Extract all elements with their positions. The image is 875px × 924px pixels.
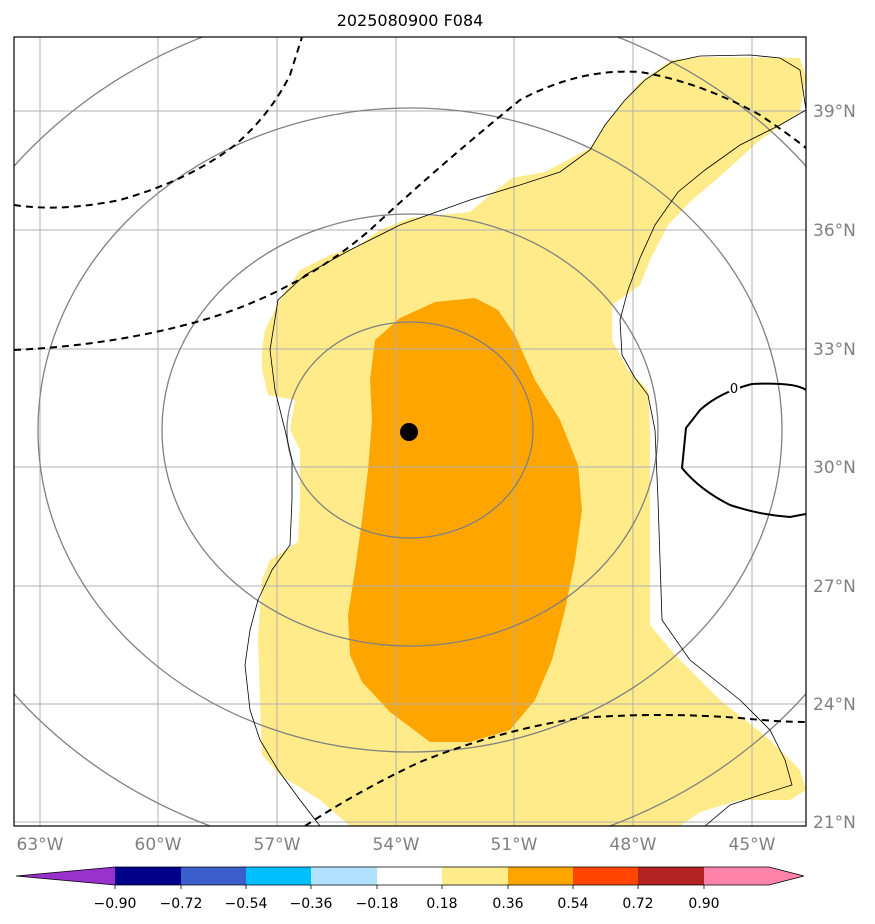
- thin-contour-line: [269, 54, 806, 826]
- storm-center-marker: [400, 423, 418, 441]
- contour-label: 0: [730, 382, 738, 397]
- contour-label-bg: [728, 381, 740, 395]
- colorbar-tick-label: 0.36: [492, 896, 523, 912]
- colorbar-tick-label: 0.54: [557, 896, 588, 912]
- colorbar-tick-label: 0.18: [426, 896, 457, 912]
- lat-label: 39°N: [813, 102, 856, 122]
- lon-label: 54°W: [373, 835, 420, 855]
- lat-label: 33°N: [813, 340, 856, 360]
- colorbar-tick-label: −0.18: [356, 896, 399, 912]
- lon-label: 63°W: [17, 835, 64, 855]
- colorbar-tick-label: −0.72: [160, 896, 203, 912]
- lat-label: 24°N: [813, 695, 856, 715]
- lon-label: 51°W: [491, 835, 538, 855]
- colorbar-max-extend: [704, 867, 804, 885]
- colorbar-tick-label: 0.72: [622, 896, 653, 912]
- colorbar-segment: [573, 867, 638, 885]
- colorbar-segment: [311, 867, 377, 885]
- thin-contour-line-west: [244, 349, 321, 826]
- colorbar: [15, 866, 805, 886]
- colorbar-segment: [442, 867, 508, 885]
- colorbar-segment: [508, 867, 573, 885]
- colorbar-segment: [638, 867, 704, 885]
- graticule: [14, 37, 806, 826]
- colorbar-segment: [181, 867, 246, 885]
- solid-contour-line: [680, 382, 806, 519]
- lon-label: 48°W: [610, 835, 657, 855]
- colorbar-tick-label: 0.90: [688, 896, 719, 912]
- map-frame: [13, 36, 807, 827]
- colorbar-tick-label: −0.36: [290, 896, 333, 912]
- map-title: 2025080900 F084: [337, 11, 484, 30]
- range-rings: [14, 37, 806, 826]
- lon-label: 57°W: [254, 835, 301, 855]
- dashed-contours: [14, 37, 806, 826]
- lat-label: 36°N: [813, 221, 856, 241]
- lat-label: 30°N: [813, 458, 856, 478]
- lon-label: 60°W: [135, 835, 182, 855]
- lat-label: 27°N: [813, 577, 856, 597]
- colorbar-tick-label: −0.54: [225, 896, 268, 912]
- lat-label: 21°N: [813, 813, 856, 833]
- colorbar-segment: [115, 867, 181, 885]
- lon-label: 45°W: [729, 835, 776, 855]
- colorbar-segment: [246, 867, 311, 885]
- colorbar-min-extend: [16, 867, 115, 885]
- orange-anomaly-region: [348, 298, 582, 742]
- colorbar-tick-label: −0.90: [94, 896, 137, 912]
- colorbar-segment: [377, 867, 442, 885]
